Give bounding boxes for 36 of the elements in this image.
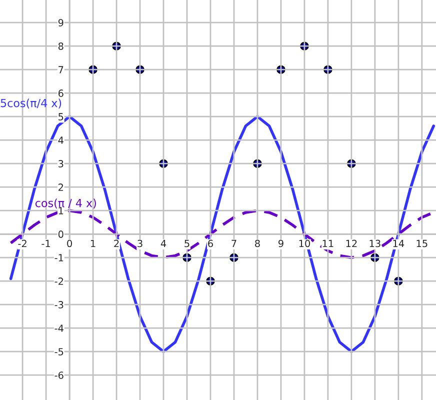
y-tick-label: 9: [58, 19, 64, 26]
x-tick-label: 0: [67, 240, 72, 248]
y-tick-label: -3: [54, 301, 64, 308]
y-tick-label: 6: [58, 90, 64, 97]
series-label: cos(π / 4 x): [35, 198, 96, 209]
y-tick-label: -2: [54, 278, 64, 285]
y-tick-label: 8: [58, 42, 64, 50]
y-tick-label: -6: [54, 372, 64, 379]
x-tick-label: 3: [138, 240, 142, 248]
x-tick-label: 6: [208, 240, 213, 248]
y-tick-label: -4: [54, 324, 64, 332]
y-tick-label: 2: [58, 184, 64, 191]
x-tick-label: 10: [299, 240, 310, 248]
x-tick-label: 2: [114, 240, 119, 248]
y-tick-label: 1: [58, 207, 64, 214]
x-tick-label: 1: [91, 240, 96, 248]
x-tick-label: 11: [322, 240, 334, 248]
y-tick-label: 7: [58, 66, 64, 74]
x-tick-label: -1: [42, 240, 50, 248]
x-tick-label: 12: [346, 240, 357, 248]
y-tick-label: -1: [54, 254, 64, 262]
x-tick-label: 14: [393, 240, 404, 248]
x-tick-label: 4: [160, 240, 166, 248]
y-tick-label: -5: [54, 348, 64, 356]
x-tick-label: -2: [18, 240, 26, 248]
x-tick-label: 8: [255, 240, 260, 248]
y-tick-label: 3: [58, 160, 64, 168]
y-tick-label: 4: [58, 136, 64, 144]
x-tick-label: 5: [184, 240, 190, 248]
y-tick-label: 0: [58, 230, 64, 238]
y-tick-label: 5: [58, 113, 64, 120]
x-tick-label: 15: [416, 240, 428, 248]
x-tick-label: 7: [232, 240, 236, 248]
x-tick-label: 9: [278, 240, 284, 248]
x-tick-label: 13: [370, 240, 380, 248]
series-label: 5cos(π/4 x): [0, 98, 62, 109]
